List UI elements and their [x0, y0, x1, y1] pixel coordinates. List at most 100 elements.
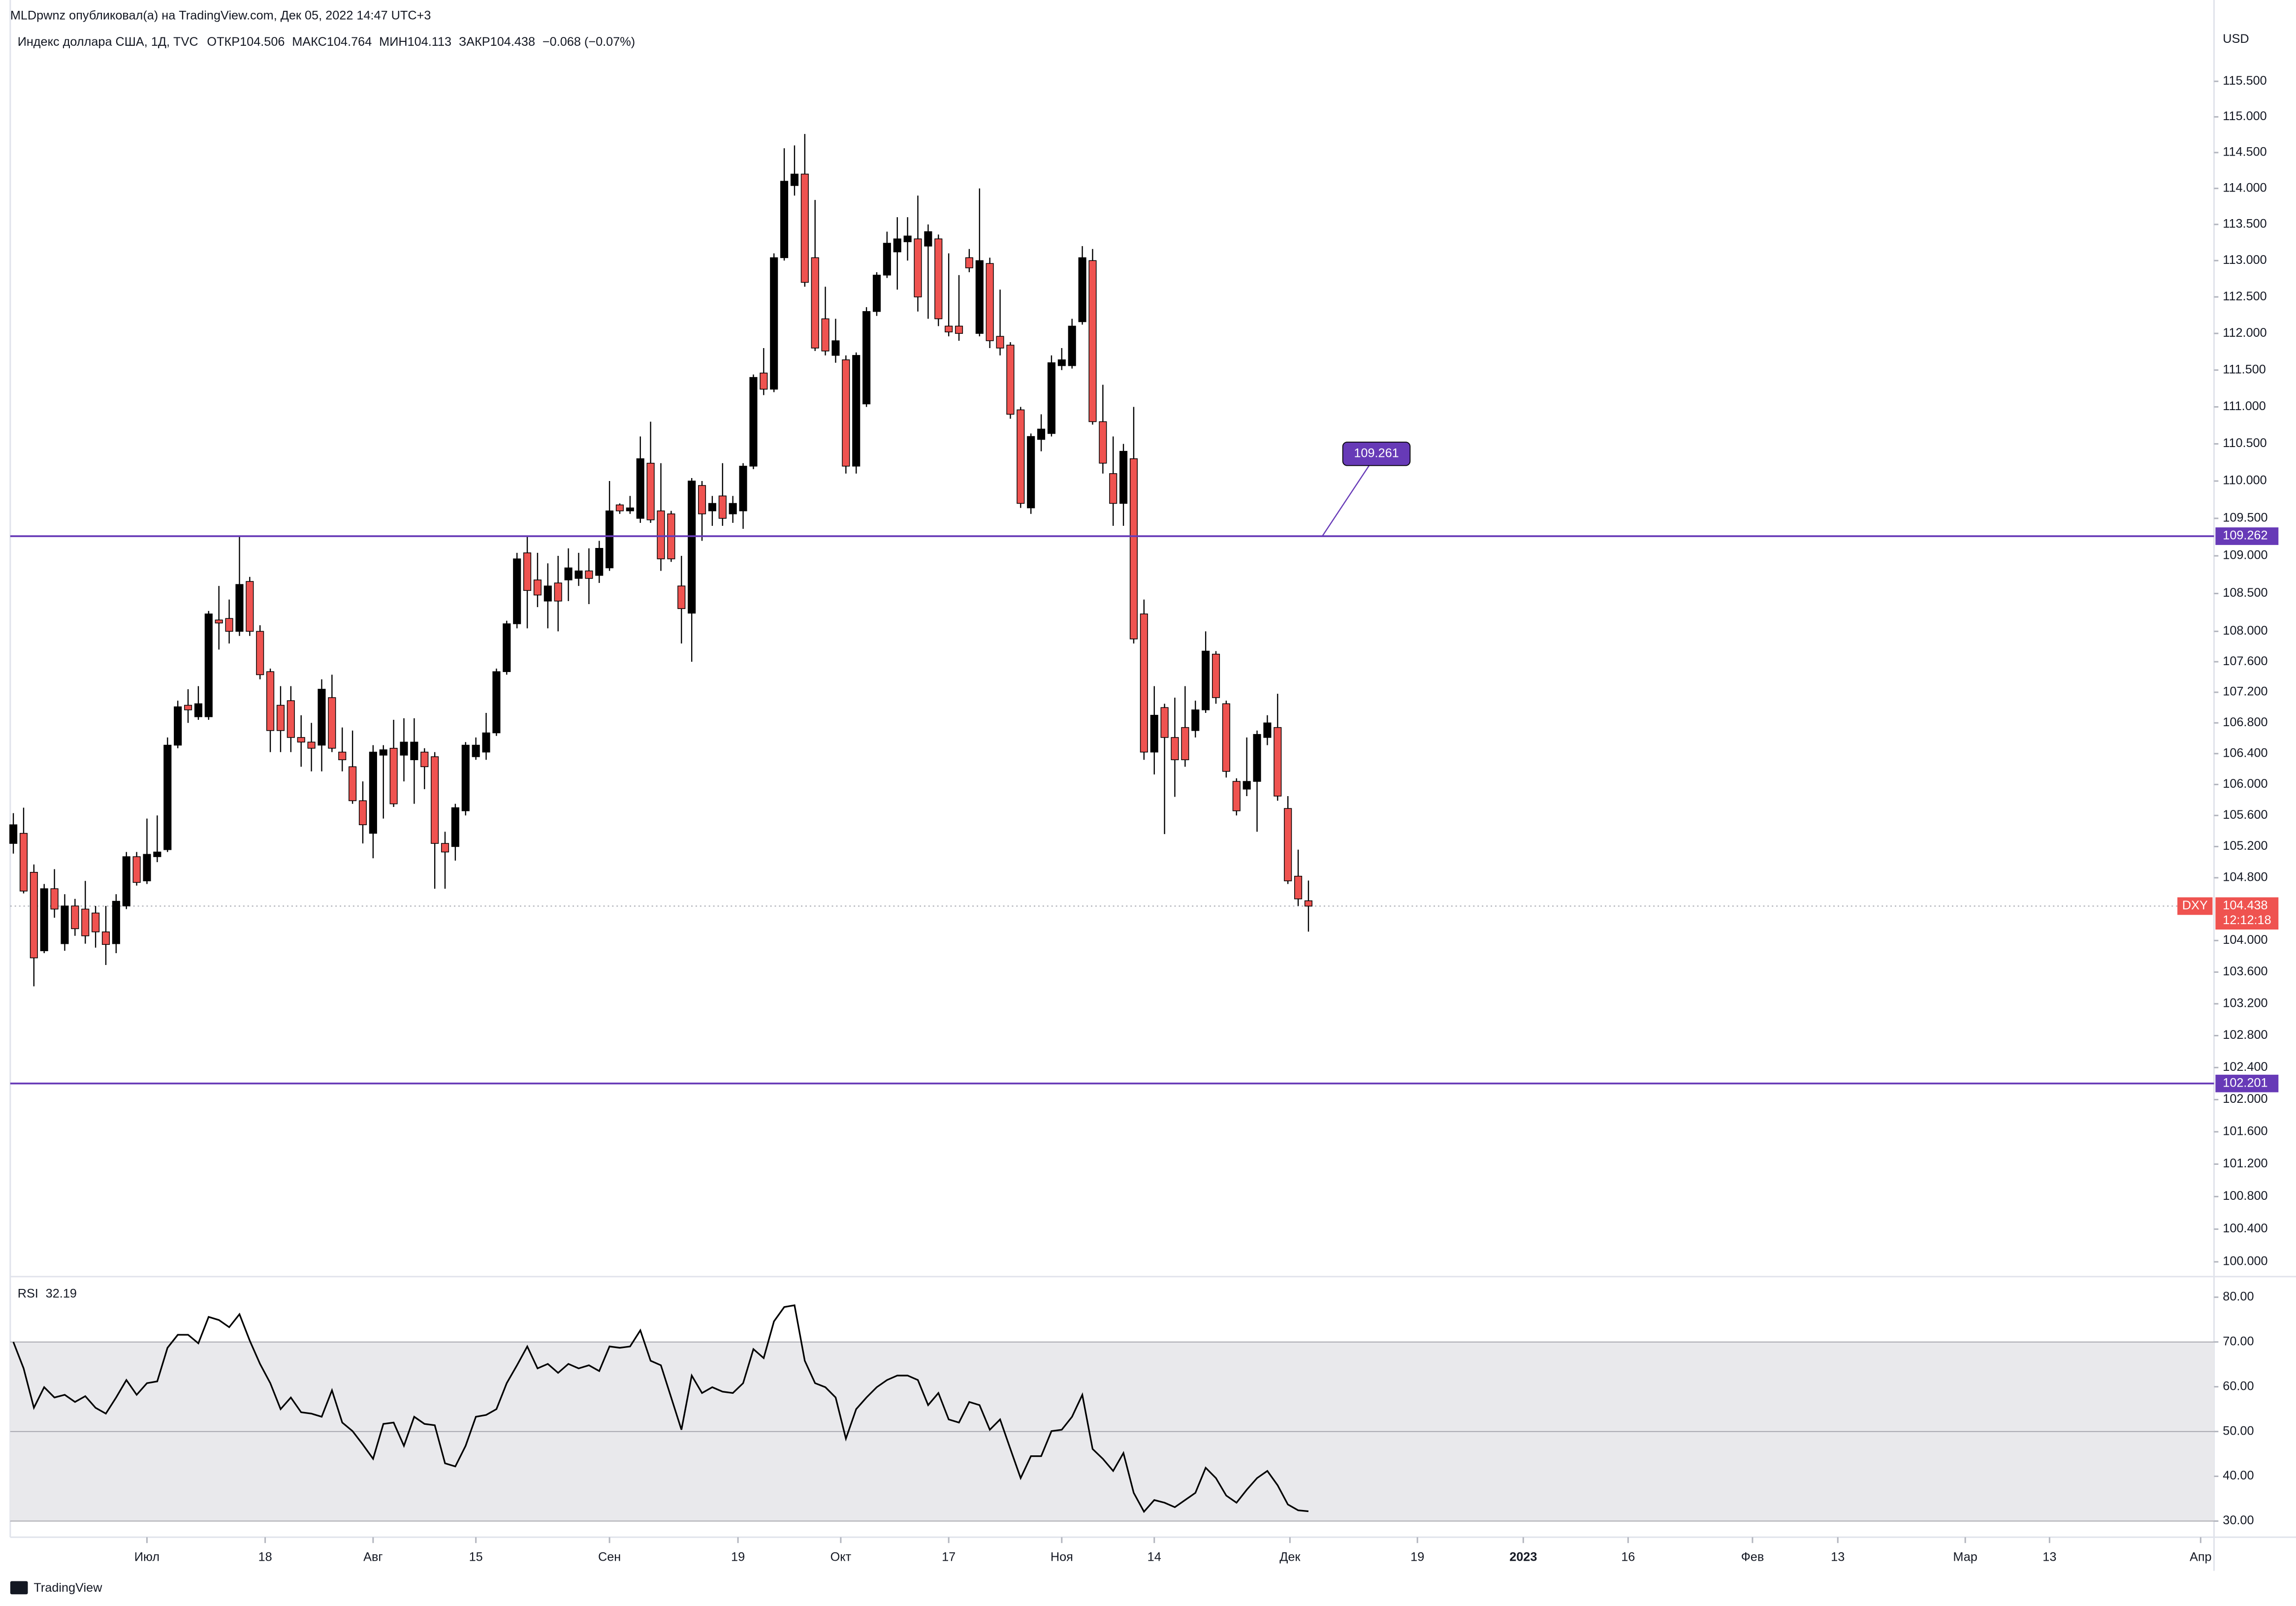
- candle-body: [431, 756, 439, 844]
- candle-body: [112, 900, 120, 944]
- x-tick-label: 19: [1410, 1550, 1424, 1564]
- y-tick-label: 104.800: [2223, 870, 2267, 884]
- callout-text: 109.261: [1354, 446, 1399, 460]
- candle-body: [30, 871, 38, 959]
- candle-body: [626, 507, 634, 512]
- candle-body: [1027, 436, 1035, 509]
- last-price-label: 104.438: [2223, 899, 2267, 912]
- rsi-label: RSI 32.19: [18, 1286, 77, 1300]
- candle-body: [420, 751, 429, 768]
- candle-body: [1057, 359, 1066, 366]
- candle-body: [143, 854, 151, 881]
- y-tick-label: 108.000: [2223, 624, 2267, 638]
- candle-body: [81, 908, 90, 936]
- candle-body: [698, 485, 706, 514]
- candle-body: [461, 744, 470, 811]
- x-tick-label: Дек: [1279, 1550, 1301, 1564]
- candle-body: [1099, 421, 1107, 464]
- candle-body: [636, 458, 644, 519]
- candle-body: [174, 706, 182, 746]
- candle-body: [1253, 734, 1261, 782]
- x-tick-label: 2023: [1509, 1550, 1537, 1564]
- high-label: МАКС: [292, 35, 327, 49]
- x-tick-label: 15: [469, 1550, 483, 1564]
- x-tick-label: 14: [1148, 1550, 1161, 1564]
- candle-body: [646, 463, 655, 520]
- candle-body: [1202, 650, 1210, 710]
- y-tick-label: 106.000: [2223, 777, 2267, 791]
- open-label: ОТКР: [207, 35, 240, 49]
- logo-icon: [10, 1581, 28, 1595]
- candle-body: [934, 238, 943, 320]
- candle-body: [749, 377, 758, 467]
- candle-body: [1037, 428, 1046, 440]
- candle-body: [770, 257, 778, 390]
- candle-body: [472, 744, 480, 757]
- high-value: 104.764: [327, 35, 372, 49]
- candle-body: [688, 481, 696, 614]
- candle-body: [780, 181, 789, 258]
- candle-body: [543, 585, 552, 602]
- y-tick-label: 115.500: [2223, 74, 2266, 88]
- candle-body: [554, 582, 562, 602]
- y-tick-label: 101.200: [2223, 1156, 2267, 1170]
- candle-body: [903, 235, 912, 242]
- y-tick-label: 110.500: [2223, 436, 2266, 450]
- candle-body: [1284, 808, 1292, 881]
- candle-body: [184, 705, 192, 710]
- y-tick-label: 100.800: [2223, 1189, 2267, 1203]
- y-tick-label: 115.000: [2223, 109, 2266, 123]
- candle-body: [852, 355, 861, 467]
- candle-body: [153, 851, 161, 857]
- symbol-box: [2177, 897, 2213, 915]
- candle-body: [1243, 781, 1251, 790]
- candle-body: [842, 359, 850, 467]
- candle-body: [533, 579, 542, 596]
- candle-body: [328, 697, 336, 749]
- low-value: 104.113: [408, 35, 451, 49]
- y-tick-label: 40.00: [2223, 1469, 2254, 1482]
- y-tick-label: 100.000: [2223, 1254, 2267, 1268]
- candle-body: [369, 751, 377, 834]
- x-tick-label: 13: [2042, 1550, 2056, 1564]
- candle-body: [287, 700, 295, 738]
- price-label-box: [2215, 527, 2279, 545]
- candle-body: [256, 631, 264, 675]
- candle-body: [1109, 473, 1117, 504]
- low-label: МИН: [379, 35, 407, 49]
- candle-body: [677, 585, 686, 609]
- callout-line: [1321, 465, 1370, 537]
- candle-body: [101, 931, 110, 945]
- x-tick-label: 18: [258, 1550, 272, 1564]
- y-tick-label: 113.000: [2223, 253, 2266, 267]
- close-label: ЗАКР: [459, 35, 490, 49]
- candle-body: [492, 671, 501, 734]
- logo: TradingView: [10, 1581, 102, 1595]
- candle-body: [276, 705, 285, 731]
- y-tick-label: 103.200: [2223, 996, 2267, 1010]
- open-value: 104.506: [240, 35, 285, 49]
- y-tick-label: 70.00: [2223, 1334, 2254, 1348]
- candle-body: [729, 503, 737, 514]
- x-tick-label: Мар: [1953, 1550, 1977, 1564]
- candle-body: [19, 833, 28, 892]
- candle-body: [1047, 362, 1055, 434]
- candle-body: [523, 552, 532, 591]
- candle-body: [441, 843, 449, 853]
- x-tick-label: Фев: [1741, 1550, 1764, 1564]
- logo-text: TradingView: [33, 1581, 102, 1595]
- price-label: 102.201: [2223, 1076, 2267, 1090]
- candle-body: [297, 737, 305, 743]
- candle-body: [1160, 707, 1169, 738]
- x-tick-label: 13: [1831, 1550, 1845, 1564]
- y-tick-label: 108.500: [2223, 586, 2267, 600]
- price-label: 109.262: [2223, 529, 2267, 543]
- candle-body: [1263, 722, 1272, 738]
- candle-body: [204, 613, 213, 717]
- y-tick-label: 112.500: [2223, 289, 2266, 303]
- candle-body: [1181, 727, 1189, 760]
- candle-body: [1150, 714, 1158, 753]
- y-tick-label: 110.000: [2223, 474, 2266, 487]
- candle-body: [996, 336, 1004, 349]
